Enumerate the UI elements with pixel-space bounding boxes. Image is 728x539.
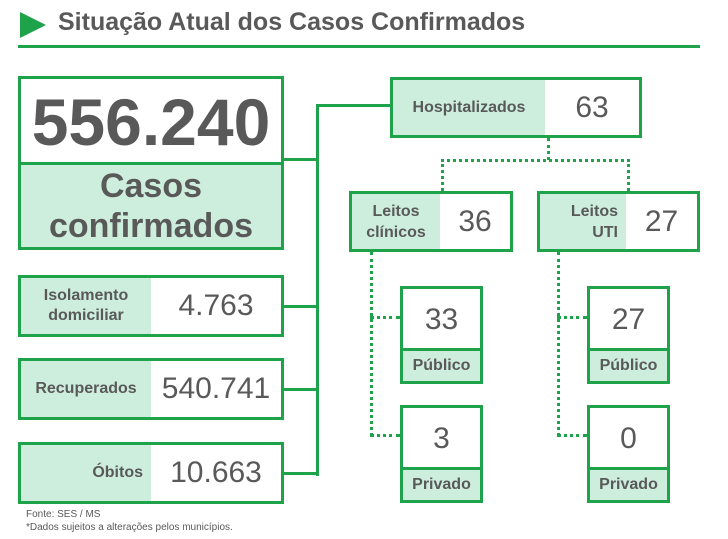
recuperados-value: 540.741 bbox=[151, 358, 284, 420]
dotted-connector bbox=[370, 316, 400, 319]
clinicos-privado-label: Privado bbox=[400, 467, 483, 503]
hospitalizados-value: 63 bbox=[545, 77, 642, 138]
dotted-connector bbox=[627, 159, 630, 191]
connector-from-obitos bbox=[284, 472, 318, 475]
uti-publico-value: 27 bbox=[587, 286, 670, 350]
dotted-connector bbox=[370, 434, 400, 437]
leitos-clinicos-value: 36 bbox=[440, 191, 513, 252]
uti-publico-label: Público bbox=[587, 348, 670, 384]
footer-source: Fonte: SES / MS bbox=[26, 509, 101, 520]
obitos-label: Óbitos bbox=[18, 442, 154, 504]
total-cases-value: 556.240 bbox=[18, 76, 284, 164]
obitos-value: 10.663 bbox=[151, 442, 284, 504]
title-arrow-icon bbox=[20, 12, 46, 38]
connector-trunk bbox=[316, 104, 319, 476]
connector-from-recuperados bbox=[284, 388, 318, 391]
leitos-uti-value: 27 bbox=[626, 191, 700, 252]
dotted-connector bbox=[557, 252, 560, 436]
page-title: Situação Atual dos Casos Confirmados bbox=[58, 8, 526, 36]
dotted-connector bbox=[441, 159, 444, 191]
title-underline bbox=[18, 45, 700, 48]
dotted-connector bbox=[370, 252, 373, 436]
total-cases-label: Casos confirmados bbox=[18, 162, 284, 250]
clinicos-publico-label: Público bbox=[400, 348, 483, 384]
leitos-clinicos-label: Leitos clínicos bbox=[349, 191, 443, 252]
isolamento-value: 4.763 bbox=[151, 275, 284, 337]
connector-from-total bbox=[284, 158, 318, 161]
dotted-connector bbox=[441, 159, 630, 162]
hospitalizados-label: Hospitalizados bbox=[390, 77, 548, 138]
uti-privado-value: 0 bbox=[587, 405, 670, 469]
recuperados-label: Recuperados bbox=[18, 358, 154, 420]
clinicos-publico-value: 33 bbox=[400, 286, 483, 350]
dotted-connector bbox=[557, 316, 587, 319]
dotted-connector bbox=[557, 434, 587, 437]
clinicos-privado-value: 3 bbox=[400, 405, 483, 469]
dotted-connector bbox=[547, 138, 550, 160]
leitos-uti-label: Leitos UTI bbox=[537, 191, 629, 252]
uti-privado-label: Privado bbox=[587, 467, 670, 503]
connector-from-isolamento bbox=[284, 305, 318, 308]
isolamento-label: Isolamento domiciliar bbox=[18, 275, 154, 337]
connector-to-hospitalizados bbox=[316, 104, 392, 107]
footer-note: *Dados sujeitos a alterações pelos munic… bbox=[26, 522, 233, 533]
